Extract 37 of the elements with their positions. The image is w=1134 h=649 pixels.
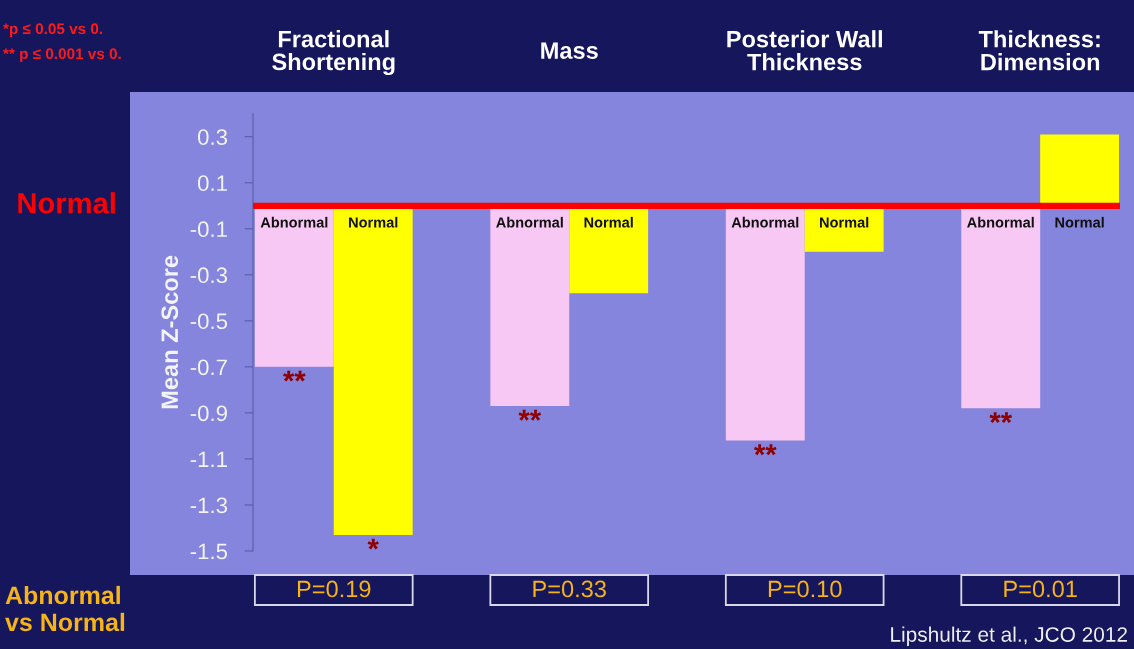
y-tick-label: -0.3 <box>190 267 228 284</box>
series-label: Abnormal <box>496 216 563 228</box>
text: P=0.10 <box>768 580 842 598</box>
y-axis-title: Mean Z-Score <box>161 255 179 409</box>
data-label: ** <box>283 370 306 382</box>
y-tick-label: -0.5 <box>190 313 228 330</box>
text: Normal <box>1055 216 1104 228</box>
data-label: ** <box>518 409 542 421</box>
text: Abnormal <box>731 216 799 228</box>
y-tick-label: -1.3 <box>190 497 228 514</box>
text: Normal <box>584 216 633 228</box>
y-tick-label: -1.5 <box>190 543 228 560</box>
data-label: ** <box>754 444 777 456</box>
text: Lipshultz et al., JCO 2012 <box>891 626 1127 646</box>
data-label: ** <box>989 412 1013 423</box>
text: Abnormal <box>260 216 328 228</box>
y-tick-label: -1.1 <box>190 451 227 467</box>
x-tick-label: Mass <box>541 42 598 59</box>
y-tick-label: -0.7 <box>190 359 227 376</box>
series-label: Normal <box>349 216 398 228</box>
text: Abnormal vs Normal <box>5 585 125 632</box>
data-label: * <box>367 538 379 550</box>
ref-line-label: Normal <box>18 192 115 214</box>
x-tick-label: Fractional Shortening <box>272 30 395 76</box>
text: P=0.01 <box>1004 580 1077 598</box>
text: Abnormal <box>967 216 1034 228</box>
text: P=0.33 <box>533 580 606 598</box>
y-tick-label: 0.1 <box>197 175 227 192</box>
x-tick-label: Posterior Wall Thickness <box>727 30 882 71</box>
text: Normal <box>820 216 869 228</box>
y-tick-label: 0.3 <box>197 129 228 145</box>
x-tick-label: Thickness: Dimension <box>978 30 1100 71</box>
text: ** p ≤ 0.001 vs 0. <box>3 48 121 63</box>
y-tick-label: -0.1 <box>190 221 227 238</box>
text: P=0.19 <box>297 580 371 598</box>
text: *p ≤ 0.05 vs 0. <box>3 23 103 38</box>
y-tick-label: -0.9 <box>190 405 227 422</box>
